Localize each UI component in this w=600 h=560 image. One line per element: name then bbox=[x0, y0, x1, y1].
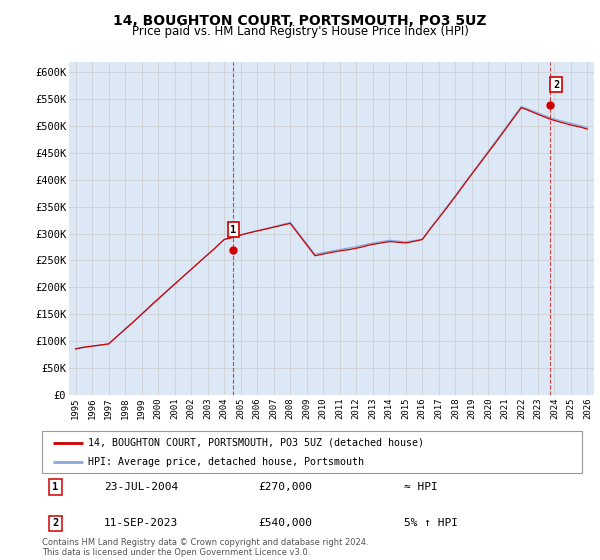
Text: 14, BOUGHTON COURT, PORTSMOUTH, PO3 5UZ: 14, BOUGHTON COURT, PORTSMOUTH, PO3 5UZ bbox=[113, 14, 487, 28]
Text: 14, BOUGHTON COURT, PORTSMOUTH, PO3 5UZ (detached house): 14, BOUGHTON COURT, PORTSMOUTH, PO3 5UZ … bbox=[88, 437, 424, 447]
Text: £270,000: £270,000 bbox=[258, 482, 312, 492]
Text: HPI: Average price, detached house, Portsmouth: HPI: Average price, detached house, Port… bbox=[88, 457, 364, 467]
Text: Price paid vs. HM Land Registry's House Price Index (HPI): Price paid vs. HM Land Registry's House … bbox=[131, 25, 469, 38]
Text: ≈ HPI: ≈ HPI bbox=[404, 482, 437, 492]
Text: 1: 1 bbox=[230, 225, 236, 235]
Text: Contains HM Land Registry data © Crown copyright and database right 2024.
This d: Contains HM Land Registry data © Crown c… bbox=[42, 538, 368, 557]
Text: 2: 2 bbox=[52, 519, 59, 529]
Text: 1: 1 bbox=[52, 482, 59, 492]
Text: 23-JUL-2004: 23-JUL-2004 bbox=[104, 482, 178, 492]
Text: £540,000: £540,000 bbox=[258, 519, 312, 529]
Text: 2: 2 bbox=[553, 80, 559, 90]
Text: 5% ↑ HPI: 5% ↑ HPI bbox=[404, 519, 458, 529]
Text: 11-SEP-2023: 11-SEP-2023 bbox=[104, 519, 178, 529]
